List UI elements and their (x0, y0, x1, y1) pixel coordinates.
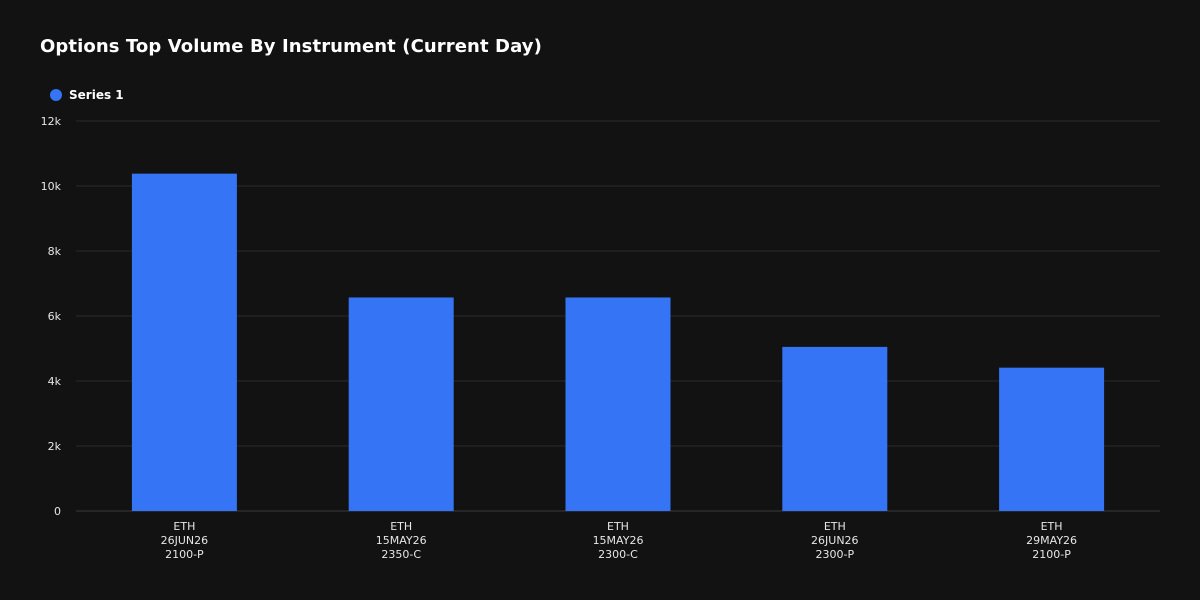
legend-label: Series 1 (69, 88, 124, 102)
x-tick-label: 2350-C (381, 548, 421, 561)
bar (348, 297, 454, 511)
y-tick-label: 4k (48, 375, 62, 388)
bar (999, 367, 1105, 511)
x-tick-label: 29MAY26 (1026, 534, 1077, 547)
x-tick-label: ETH (607, 520, 629, 533)
chart-title: Options Top Volume By Instrument (Curren… (40, 36, 542, 57)
y-tick-label: 2k (48, 440, 62, 453)
y-tick-label: 6k (48, 310, 62, 323)
x-tick-label: 26JUN26 (161, 534, 209, 547)
x-tick-label: ETH (1041, 520, 1063, 533)
x-tick-label: 2300-P (815, 548, 854, 561)
y-tick-label: 12k (41, 115, 62, 128)
bar (131, 173, 237, 511)
x-tick-label: 2300-C (598, 548, 638, 561)
x-tick-label: 26JUN26 (811, 534, 859, 547)
x-tick-label: ETH (824, 520, 846, 533)
y-tick-label: 10k (41, 180, 62, 193)
legend-swatch (50, 89, 62, 101)
x-tick-label: 2100-P (1032, 548, 1071, 561)
x-tick-label: 15MAY26 (376, 534, 427, 547)
x-tick-label: ETH (173, 520, 195, 533)
x-tick-label: 2100-P (165, 548, 204, 561)
legend[interactable]: Series 1 (50, 88, 124, 102)
y-tick-label: 0 (54, 505, 61, 518)
bar (565, 297, 671, 511)
bar (782, 346, 888, 511)
x-tick-label: ETH (390, 520, 412, 533)
x-tick-label: 15MAY26 (593, 534, 644, 547)
y-tick-label: 8k (48, 245, 62, 258)
